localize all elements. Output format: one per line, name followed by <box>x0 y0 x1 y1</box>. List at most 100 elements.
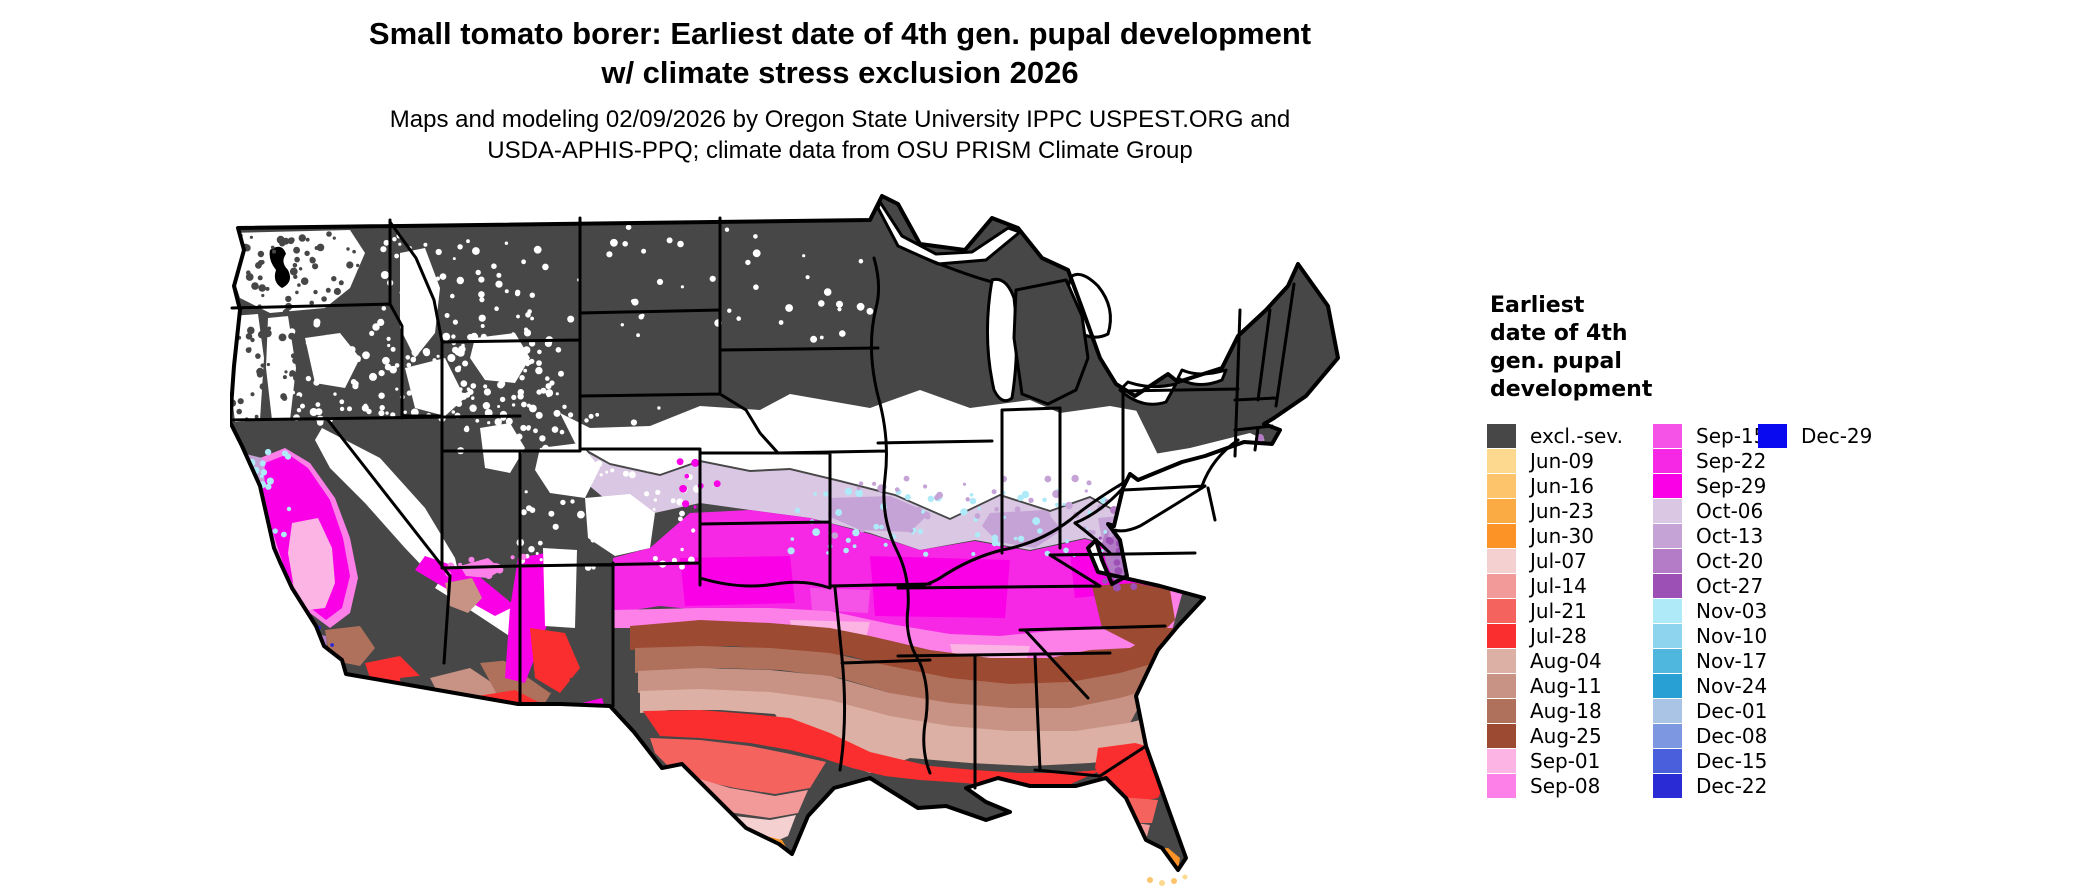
legend-label: Aug-11 <box>1530 674 1602 698</box>
legend-label: Dec-01 <box>1696 699 1768 723</box>
legend-label: Aug-18 <box>1530 699 1602 723</box>
legend-label: Jun-16 <box>1530 474 1594 498</box>
legend-label: Jun-30 <box>1530 524 1594 548</box>
map-subtitle-line2: USDA-APHIS-PPQ; climate data from OSU PR… <box>487 137 1193 164</box>
ca-valley-core <box>288 518 335 610</box>
jul14-texas <box>670 770 808 818</box>
legend-label: Jul-07 <box>1530 549 1587 573</box>
aug25-band <box>630 620 1178 686</box>
oct13-patch <box>828 496 930 532</box>
legend-swatch <box>1487 474 1516 498</box>
legend-swatch <box>1653 574 1682 598</box>
puget-sound <box>269 246 290 288</box>
florida-keys <box>1147 874 1188 886</box>
jul07-florida <box>1115 841 1145 858</box>
legend-label: Nov-17 <box>1696 649 1768 673</box>
legend-label: Sep-15 <box>1696 424 1767 448</box>
co-rockies-white <box>535 443 600 498</box>
legend-swatch <box>1653 449 1682 473</box>
nm-gray-patch <box>568 673 615 710</box>
legend-swatch <box>1487 699 1516 723</box>
legend-swatch <box>1653 524 1682 548</box>
legend-swatch <box>1487 674 1516 698</box>
nm-red <box>530 628 580 693</box>
legend-title-line: gen. pupal <box>1490 349 1622 374</box>
legend-label: Jul-21 <box>1530 599 1587 623</box>
legend-label: Nov-24 <box>1696 674 1768 698</box>
legend-label: Dec-22 <box>1696 774 1768 798</box>
legend-label: Sep-22 <box>1696 449 1767 473</box>
nm-white-strip <box>543 548 577 628</box>
carolina-brown-patch <box>1092 583 1175 650</box>
legend-label: Nov-10 <box>1696 624 1768 648</box>
legend-swatch <box>1653 599 1682 623</box>
aug04-band <box>640 689 1158 773</box>
legend-label: Dec-08 <box>1696 724 1768 748</box>
state-borders <box>228 216 1296 790</box>
legend-label: Jul-28 <box>1530 624 1587 648</box>
map-title-line1: Small tomato borer: Earliest date of 4th… <box>368 16 1312 51</box>
legend-label: Jun-23 <box>1530 499 1594 523</box>
legend-label: Nov-03 <box>1696 599 1768 623</box>
lake-ontario <box>1176 368 1228 386</box>
transition-white-band <box>560 390 1195 518</box>
ca-coast-purple <box>258 590 290 626</box>
id-white-s <box>405 358 465 416</box>
map-subtitle: Maps and modeling 02/09/2026 by Oregon S… <box>165 104 1515 166</box>
legend-title: Earliest date of 4th gen. pupal development <box>1490 292 1710 404</box>
or-cascades-white <box>266 316 296 420</box>
legend-label: Sep-01 <box>1530 749 1601 773</box>
legend-swatch <box>1487 574 1516 598</box>
sep29-patch <box>680 556 795 606</box>
legend-label: Sep-29 <box>1696 474 1767 498</box>
legend-label: Oct-13 <box>1696 524 1764 548</box>
legend-swatch <box>1487 724 1516 748</box>
legend-label: Jul-14 <box>1530 574 1587 598</box>
legend-swatch <box>1487 749 1516 773</box>
legend-label: excl.-sev. <box>1530 424 1623 448</box>
header: Small tomato borer: Earliest date of 4th… <box>165 14 1515 166</box>
legend-label: Jun-09 <box>1530 449 1594 473</box>
michigan-mitt <box>1012 278 1090 406</box>
legend-title-line: development <box>1490 377 1653 402</box>
legend-swatch <box>1487 624 1516 648</box>
legend-swatch <box>1653 549 1682 573</box>
lake-erie <box>1118 380 1178 406</box>
legend-swatch <box>1487 774 1516 798</box>
legend-title-line: Earliest <box>1490 293 1585 318</box>
legend-label: Aug-04 <box>1530 649 1602 673</box>
jul28-band <box>643 710 1110 790</box>
legend-swatch <box>1653 724 1682 748</box>
legend-swatch <box>1653 774 1682 798</box>
legend-swatch <box>1653 624 1682 648</box>
legend-swatch <box>1653 649 1682 673</box>
legend-label: Oct-20 <box>1696 549 1764 573</box>
legend-swatch <box>1487 599 1516 623</box>
vegas-tan <box>445 578 482 613</box>
jul21-texas <box>650 738 826 794</box>
legend-label: Oct-06 <box>1696 499 1764 523</box>
sep15-patch <box>810 588 870 613</box>
legend-swatch <box>1487 549 1516 573</box>
map-title-line2: w/ climate stress exclusion 2026 <box>601 55 1079 90</box>
legend-swatch <box>1653 499 1682 523</box>
us-map <box>228 158 1350 890</box>
legend-swatch <box>1758 424 1787 448</box>
sep08-band <box>613 583 1185 663</box>
legend-swatch <box>1653 474 1682 498</box>
aug11-band <box>638 668 1148 733</box>
yellowstone-white <box>470 333 530 383</box>
legend-label: Oct-27 <box>1696 574 1764 598</box>
legend-swatch <box>1487 424 1516 448</box>
legend-label: Aug-25 <box>1530 724 1602 748</box>
sierra-white <box>315 428 462 590</box>
legend-title-line: date of 4th <box>1490 321 1628 346</box>
legend-swatch <box>1653 424 1682 448</box>
aug18-band <box>635 646 1155 710</box>
legend-swatch <box>1487 499 1516 523</box>
legend-swatch <box>1653 699 1682 723</box>
great-lakes <box>876 200 1228 406</box>
legend-swatch <box>1487 649 1516 673</box>
lake-michigan <box>985 277 1019 403</box>
